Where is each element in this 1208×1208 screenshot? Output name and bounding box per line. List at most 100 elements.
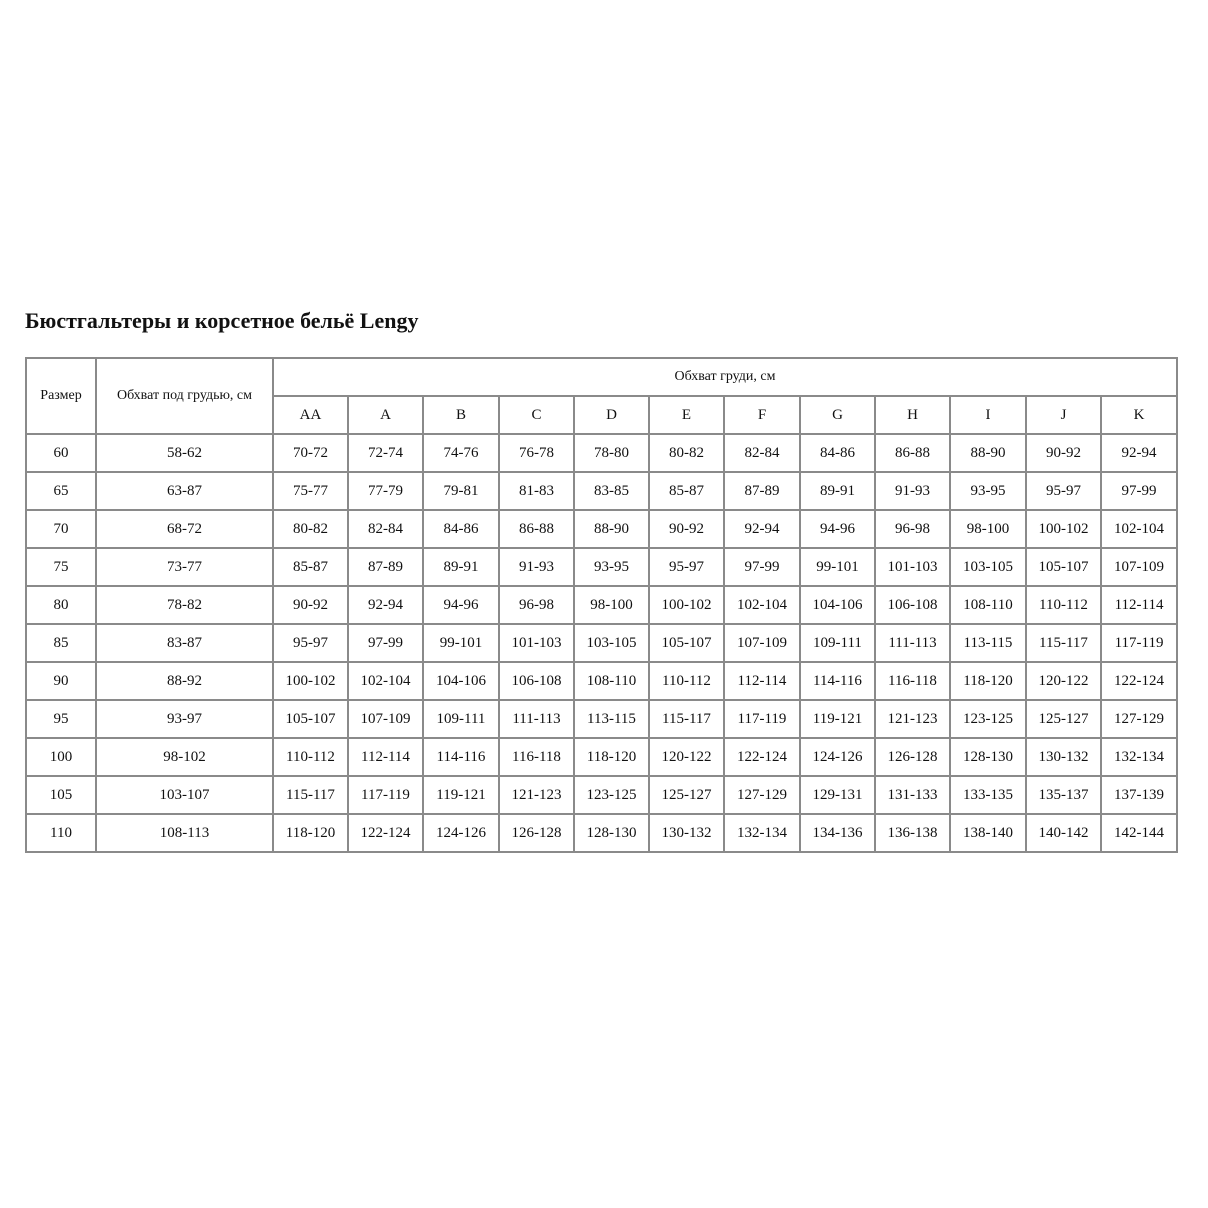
bust-cell: 103-105 — [573, 623, 650, 663]
bust-cell: 82-84 — [347, 509, 424, 549]
bust-cell: 120-122 — [1025, 661, 1102, 701]
size-cell: 60 — [25, 433, 97, 473]
bust-header: Обхват груди, см — [271, 357, 1179, 397]
bust-cell: 120-122 — [648, 737, 725, 777]
table-row: 80 78-82 90-92 92-94 94-96 96-98 98-100 100-102… — [25, 585, 1179, 625]
cup-header-row: AA A B C D E F G H I J K — [26, 395, 1179, 435]
bust-cell: 99-101 — [799, 547, 876, 587]
bust-cell: 102-104 — [723, 585, 801, 625]
bust-cell: 93-95 — [949, 471, 1027, 511]
bust-cell: 122-124 — [723, 737, 801, 777]
bust-cell: 116-118 — [874, 661, 951, 701]
bust-cell: 132-134 — [723, 813, 801, 853]
bust-cell: 96-98 — [874, 509, 951, 549]
cup-header: H — [874, 395, 951, 435]
underbust-cell: 108-113 — [95, 813, 274, 853]
bust-cell: 110-112 — [648, 661, 725, 701]
size-cell: 75 — [25, 547, 97, 587]
bust-cell: 117-119 — [347, 775, 424, 815]
bust-cell: 100-102 — [272, 661, 349, 701]
bust-cell: 89-91 — [422, 547, 500, 587]
bust-cell: 105-107 — [1025, 547, 1102, 587]
bust-cell: 74-76 — [422, 433, 500, 473]
bust-cell: 106-108 — [498, 661, 575, 701]
bust-cell: 107-109 — [723, 623, 801, 663]
bust-cell: 79-81 — [422, 471, 500, 511]
bust-cell: 91-93 — [498, 547, 575, 587]
table-row: 60 58-62 70-72 72-74 74-76 76-78 78-80 80-82 82-… — [25, 433, 1179, 473]
bust-cell: 92-94 — [1099, 433, 1179, 473]
bust-cell: 127-129 — [723, 775, 801, 815]
bust-cell: 103-105 — [949, 547, 1027, 587]
bust-cell: 112-114 — [723, 661, 801, 701]
cup-header: B — [422, 395, 500, 435]
size-cell: 80 — [25, 585, 97, 625]
bust-cell: 118-120 — [272, 813, 349, 853]
bust-cell: 119-121 — [422, 775, 500, 815]
bust-cell: 86-88 — [498, 509, 575, 549]
bust-cell: 94-96 — [422, 585, 500, 625]
bust-cell: 91-93 — [874, 471, 951, 511]
cup-header: C — [498, 395, 575, 435]
page-title: Бюстгальтеры и корсетное бельё Lengy — [25, 308, 419, 333]
bust-cell: 96-98 — [498, 585, 575, 625]
bust-cell: 110-112 — [272, 737, 349, 777]
bust-cell: 90-92 — [272, 585, 349, 625]
bust-cell: 131-133 — [874, 775, 951, 815]
bust-cell: 84-86 — [422, 509, 500, 549]
bust-cell: 99-101 — [422, 623, 500, 663]
bust-cell: 87-89 — [347, 547, 424, 587]
bust-cell: 90-92 — [648, 509, 725, 549]
bust-cell: 114-116 — [799, 661, 876, 701]
bust-cell: 111-113 — [498, 699, 575, 739]
table-row: 65 63-87 75-77 77-79 79-81 81-83 83-85 85-87 87-… — [25, 471, 1179, 511]
bust-cell: 107-109 — [347, 699, 424, 739]
bust-cell: 116-118 — [498, 737, 575, 777]
underbust-cell: 78-82 — [95, 585, 274, 625]
bust-cell: 78-80 — [573, 433, 650, 473]
bust-cell: 119-121 — [799, 699, 876, 739]
bust-cell: 129-131 — [799, 775, 876, 815]
bust-cell: 97-99 — [723, 547, 801, 587]
bust-cell: 88-90 — [949, 433, 1027, 473]
cup-header: K — [1099, 395, 1179, 435]
bust-cell: 138-140 — [949, 813, 1027, 853]
bust-cell: 136-138 — [874, 813, 951, 853]
bust-cell: 100-102 — [1025, 509, 1102, 549]
table-row: 110 108-113 118-120 122-124 124-126 126-128 12… — [25, 813, 1179, 853]
cup-header: AA — [272, 395, 349, 435]
header-row: Размер Обхват под грудью, см Обхват груд… — [25, 357, 1179, 435]
size-table: Размер Обхват под грудью, см Обхват груд… — [25, 357, 1179, 853]
table-row: 95 93-97 105-107 107-109 109-111 111-113 113-1… — [25, 699, 1179, 739]
bust-cell: 94-96 — [799, 509, 876, 549]
bust-cell: 101-103 — [498, 623, 575, 663]
bust-cell: 89-91 — [799, 471, 876, 511]
bust-cell: 112-114 — [1099, 585, 1179, 625]
bust-cell: 140-142 — [1025, 813, 1102, 853]
size-cell: 95 — [25, 699, 97, 739]
bust-cell: 76-78 — [498, 433, 575, 473]
bust-cell: 123-125 — [949, 699, 1027, 739]
size-cell: 65 — [25, 471, 97, 511]
bust-cell: 127-129 — [1099, 699, 1179, 739]
bust-cell: 90-92 — [1025, 433, 1102, 473]
bust-cell: 128-130 — [949, 737, 1027, 777]
bust-cell: 125-127 — [648, 775, 725, 815]
bust-cell: 115-117 — [1025, 623, 1102, 663]
bust-cell: 77-79 — [347, 471, 424, 511]
bust-cell: 121-123 — [874, 699, 951, 739]
bust-cell: 102-104 — [1099, 509, 1179, 549]
bust-cell: 80-82 — [648, 433, 725, 473]
bust-cell: 75-77 — [272, 471, 349, 511]
bust-cell: 115-117 — [272, 775, 349, 815]
bust-cell: 124-126 — [422, 813, 500, 853]
table-body: 60 58-62 70-72 72-74 74-76 76-78 78-80 80-82 82-… — [25, 433, 1179, 853]
bust-cell: 128-130 — [573, 813, 650, 853]
bust-cell: 105-107 — [648, 623, 725, 663]
bust-cell: 130-132 — [1025, 737, 1102, 777]
bust-cell: 124-126 — [799, 737, 876, 777]
bust-cell: 118-120 — [573, 737, 650, 777]
size-header: Размер — [25, 357, 97, 435]
bust-cell: 98-100 — [573, 585, 650, 625]
bust-cell: 133-135 — [949, 775, 1027, 815]
